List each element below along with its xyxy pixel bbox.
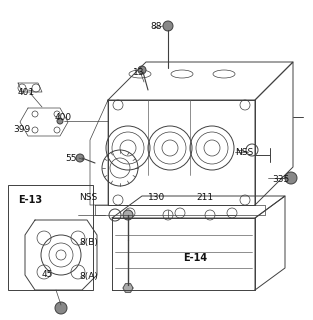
Text: 88: 88	[150, 22, 162, 31]
Text: E-13: E-13	[18, 195, 42, 205]
Text: NSS: NSS	[235, 148, 253, 157]
Text: NSS: NSS	[79, 193, 97, 202]
Circle shape	[123, 210, 133, 220]
Text: 401: 401	[18, 88, 35, 97]
Text: 211: 211	[196, 193, 213, 202]
Text: 400: 400	[55, 113, 72, 122]
Circle shape	[76, 154, 84, 162]
Circle shape	[138, 66, 146, 74]
Circle shape	[163, 21, 173, 31]
Text: 399: 399	[13, 125, 30, 134]
Text: 335: 335	[272, 175, 289, 184]
Polygon shape	[123, 284, 133, 292]
Circle shape	[57, 118, 63, 124]
Text: 13: 13	[133, 68, 145, 77]
Text: 8(A): 8(A)	[79, 272, 98, 281]
Text: 45: 45	[42, 270, 54, 279]
Text: 55: 55	[65, 154, 76, 163]
Text: 130: 130	[148, 193, 165, 202]
Circle shape	[285, 172, 297, 184]
Text: E-14: E-14	[183, 253, 207, 263]
Text: 8(B): 8(B)	[79, 238, 98, 247]
Circle shape	[55, 302, 67, 314]
